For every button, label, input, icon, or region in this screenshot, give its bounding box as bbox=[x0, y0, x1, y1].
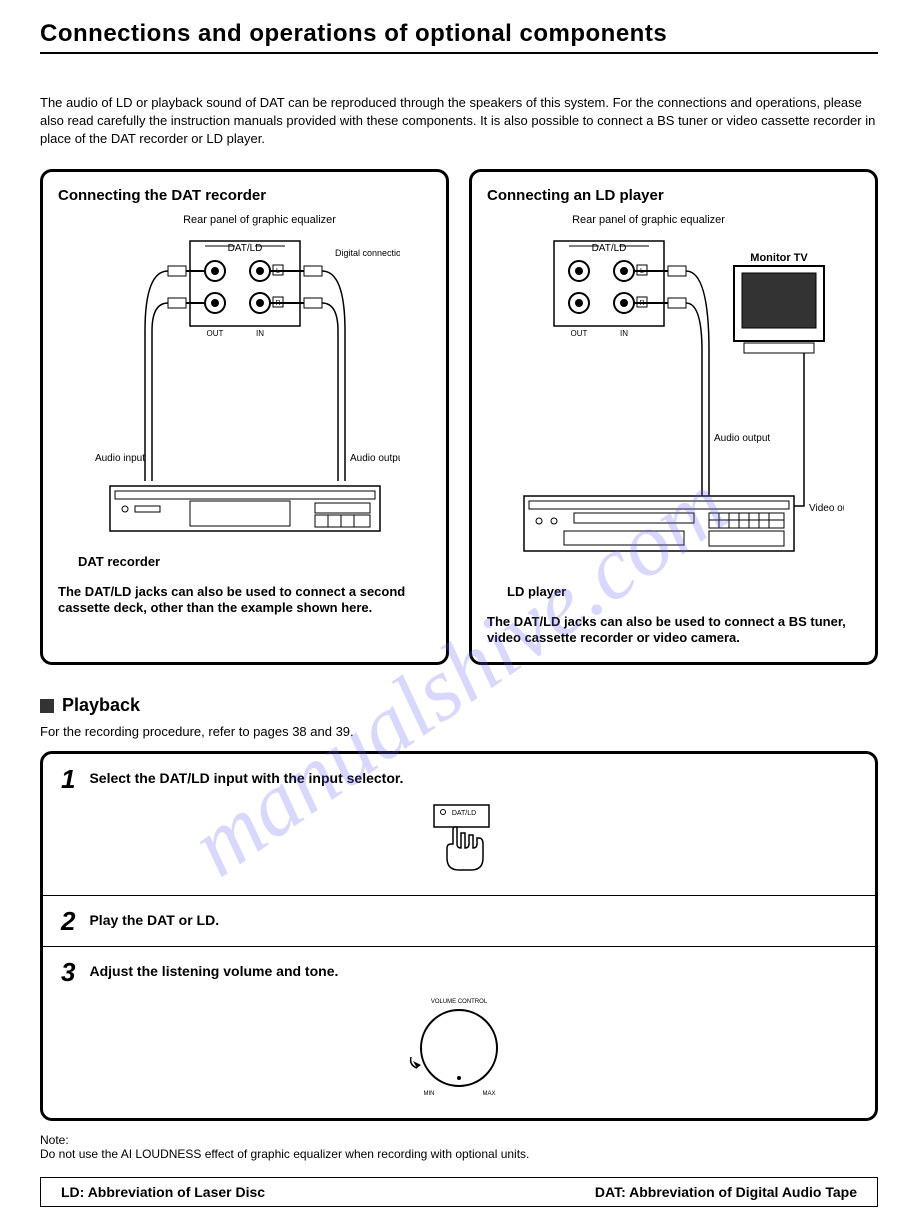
steps-box: 1 Select the DAT/LD input with the input… bbox=[40, 751, 878, 1121]
svg-text:VOLUME CONTROL: VOLUME CONTROL bbox=[431, 999, 488, 1005]
step-1: 1 Select the DAT/LD input with the input… bbox=[43, 754, 875, 896]
step-3-num: 3 bbox=[61, 959, 75, 985]
dat-footnote: The DAT/LD jacks can also be used to con… bbox=[58, 584, 431, 618]
connection-panels: Connecting the DAT recorder Rear panel o… bbox=[40, 169, 878, 666]
panel-dat: Connecting the DAT recorder Rear panel o… bbox=[40, 169, 449, 666]
intro-paragraph: The audio of LD or playback sound of DAT… bbox=[40, 94, 878, 149]
step-3: 3 Adjust the listening volume and tone. … bbox=[43, 947, 875, 1118]
abbrev-dat: DAT: Abbreviation of Digital Audio Tape bbox=[595, 1184, 857, 1200]
playback-title: Playback bbox=[62, 695, 140, 716]
svg-text:DAT/LD: DAT/LD bbox=[591, 243, 626, 254]
panel-ld-sub: Rear panel of graphic equalizer bbox=[437, 214, 860, 226]
dat-diagram: DAT/LD L R OUT IN Digital connection is … bbox=[58, 231, 431, 544]
playback-sub: For the recording procedure, refer to pa… bbox=[40, 724, 878, 739]
panel-ld-title: Connecting an LD player bbox=[487, 187, 860, 204]
step-2-text: Play the DAT or LD. bbox=[89, 908, 219, 928]
svg-text:Monitor TV: Monitor TV bbox=[750, 252, 808, 264]
svg-text:Audio input: Audio input bbox=[94, 453, 144, 464]
svg-text:MAX: MAX bbox=[482, 1091, 495, 1097]
note-text: Do not use the AI LOUDNESS effect of gra… bbox=[40, 1147, 878, 1161]
step-3-text: Adjust the listening volume and tone. bbox=[89, 959, 338, 979]
svg-text:MIN: MIN bbox=[424, 1091, 435, 1097]
panel-ld: Connecting an LD player Rear panel of gr… bbox=[469, 169, 878, 666]
svg-text:OUT: OUT bbox=[570, 329, 587, 338]
svg-text:OUT: OUT bbox=[206, 329, 223, 338]
square-icon bbox=[40, 699, 54, 713]
svg-text:IN: IN bbox=[256, 329, 264, 338]
step-2: 2 Play the DAT or LD. bbox=[43, 896, 875, 947]
svg-text:Audio output: Audio output bbox=[714, 433, 770, 444]
svg-text:Video output: Video output bbox=[809, 503, 844, 514]
dat-device-label: DAT recorder bbox=[78, 554, 431, 569]
step-2-num: 2 bbox=[61, 908, 75, 934]
svg-text:DAT/LD: DAT/LD bbox=[452, 810, 476, 817]
page-title: Connections and operations of optional c… bbox=[40, 20, 878, 54]
abbrev-box: LD: Abbreviation of Laser Disc DAT: Abbr… bbox=[40, 1177, 878, 1207]
ld-diagram: DAT/LD L R OUT IN Monitor TV bbox=[487, 231, 860, 574]
abbrev-ld: LD: Abbreviation of Laser Disc bbox=[61, 1184, 265, 1200]
svg-text:IN: IN bbox=[620, 329, 628, 338]
step-1-num: 1 bbox=[61, 766, 75, 792]
svg-text:Audio output: Audio output bbox=[350, 453, 400, 464]
panel-dat-title: Connecting the DAT recorder bbox=[58, 187, 431, 204]
dat-digital-note: Digital connection is not available. bbox=[335, 248, 400, 258]
step-1-text: Select the DAT/LD input with the input s… bbox=[89, 766, 403, 786]
note-block: Note: Do not use the AI LOUDNESS effect … bbox=[40, 1133, 878, 1161]
ld-footnote: The DAT/LD jacks can also be used to con… bbox=[487, 614, 860, 648]
step-1-illus: DAT/LD bbox=[61, 800, 857, 883]
step-3-illus: VOLUME CONTROL MIN MAX bbox=[61, 993, 857, 1106]
ld-device-label: LD player bbox=[507, 584, 860, 599]
panel-dat-sub: Rear panel of graphic equalizer bbox=[88, 214, 431, 226]
note-label: Note: bbox=[40, 1133, 878, 1147]
jack-label: DAT/LD bbox=[227, 243, 262, 254]
playback-heading: Playback bbox=[40, 695, 878, 716]
